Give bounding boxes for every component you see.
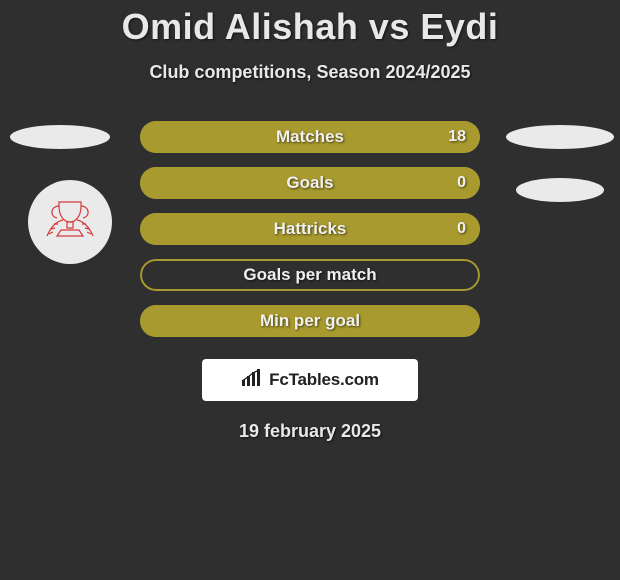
stat-value: 0 [457,213,466,245]
date-label: 19 february 2025 [239,421,381,442]
right-player-badge [506,125,614,149]
stat-label: Goals per match [140,259,480,291]
stat-label: Goals [140,167,480,199]
stat-value: 18 [448,121,466,153]
bar-chart-icon [241,369,263,392]
stat-label: Hattricks [140,213,480,245]
stat-row: Matches18 [140,121,480,153]
stat-row: Hattricks0 [140,213,480,245]
subtitle: Club competitions, Season 2024/2025 [149,62,470,83]
fctables-watermark: FcTables.com [202,359,418,401]
page-title: Omid Alishah vs Eydi [122,6,499,48]
stat-label: Matches [140,121,480,153]
stat-row: Goals0 [140,167,480,199]
comparison-card: Omid Alishah vs Eydi Club competitions, … [0,0,620,580]
stat-label: Min per goal [140,305,480,337]
club-logo-badge [28,180,112,264]
stat-value: 0 [457,167,466,199]
right-player-badge-2 [516,178,604,202]
stat-row: Min per goal [140,305,480,337]
fctables-text: FcTables.com [269,370,379,390]
trophy-icon [39,196,101,248]
left-player-badge [10,125,110,149]
stat-row: Goals per match [140,259,480,291]
stats-list: Matches18Goals0Hattricks0Goals per match… [140,121,480,337]
